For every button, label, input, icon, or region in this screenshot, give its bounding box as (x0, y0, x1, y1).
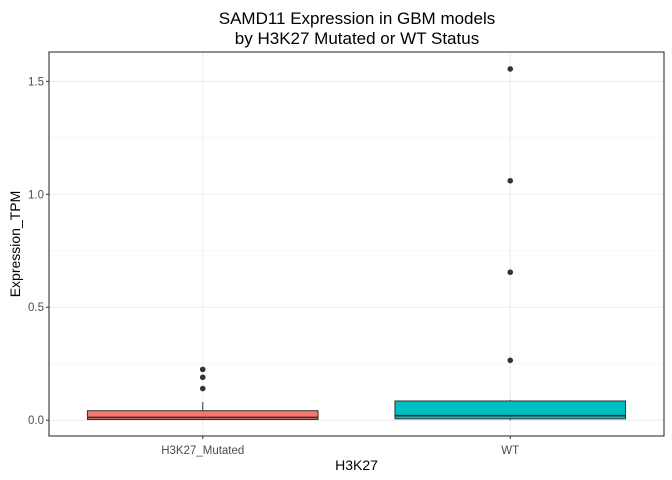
chart-title-line-2: by H3K27 Mutated or WT Status (235, 29, 479, 48)
y-tick-label: 1.0 (28, 189, 44, 201)
outlier-point (199, 374, 206, 381)
x-tick-label: WT (501, 445, 519, 457)
outlier-point (507, 357, 514, 364)
box-iqr (394, 400, 627, 420)
plot-panel-border (48, 51, 665, 437)
outlier-point (507, 66, 514, 72)
outlier-point (507, 269, 514, 276)
y-tick-label: 0.5 (28, 302, 44, 314)
y-axis-title: Expression_TPM (7, 191, 23, 298)
x-tick-label: H3K27_Mutated (161, 445, 244, 457)
x-axis-title: H3K27 (335, 457, 378, 473)
outlier-point (507, 177, 514, 184)
box-iqr (86, 410, 319, 421)
y-tick-label: 1.5 (28, 76, 44, 88)
chart-title-line-1: SAMD11 Expression in GBM models (219, 9, 496, 28)
y-tick-label: 0.0 (28, 415, 44, 427)
outlier-point (199, 366, 206, 373)
outlier-point (199, 385, 206, 392)
